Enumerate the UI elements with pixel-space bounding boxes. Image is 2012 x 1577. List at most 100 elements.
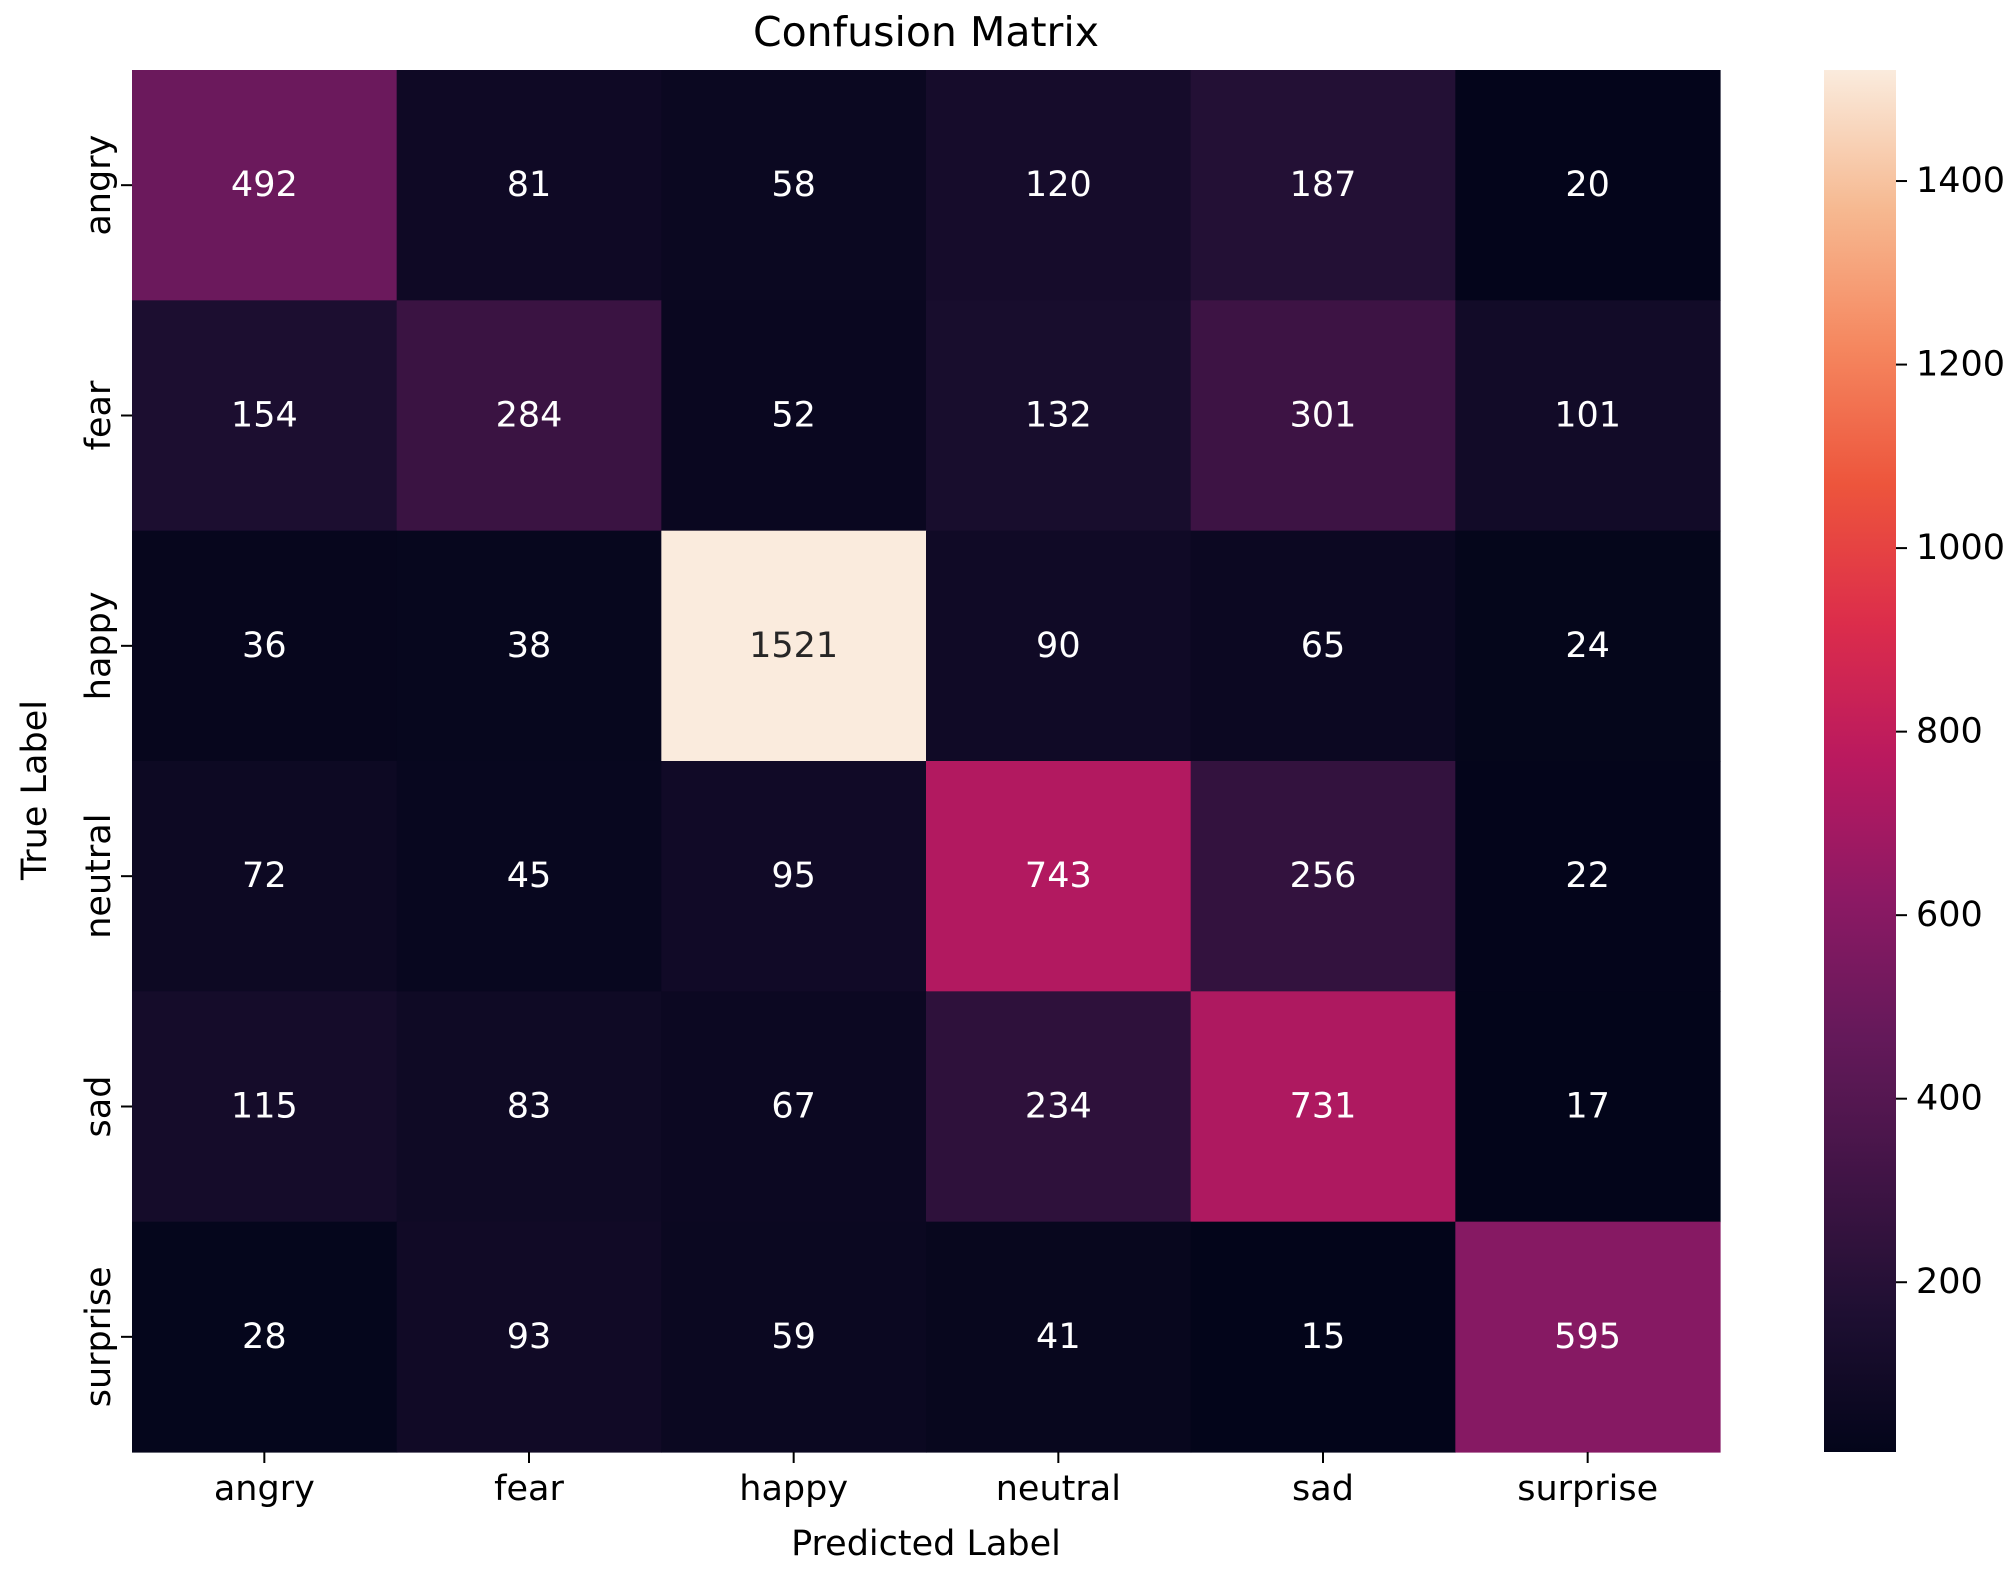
cell-value-label: 15 bbox=[1301, 1317, 1346, 1357]
colorbar-tick-label: 600 bbox=[1916, 895, 1983, 935]
cell-value-label: 301 bbox=[1290, 396, 1357, 436]
heatmap-cell bbox=[926, 1221, 1192, 1453]
heatmap-cells: 492 81 58 120 187 20 154 284 52 132 301 101 36 38 1521… bbox=[132, 70, 1721, 1453]
cell-value-label: 132 bbox=[1025, 396, 1092, 436]
heatmap-cell bbox=[926, 761, 1192, 992]
heatmap-cell bbox=[1455, 1221, 1721, 1453]
heatmap-cell bbox=[396, 70, 662, 301]
heatmap-cell bbox=[132, 530, 398, 762]
heatmap-cell bbox=[132, 70, 398, 301]
cell-value-label: 41 bbox=[1036, 1317, 1081, 1357]
y-tick-label: fear bbox=[79, 380, 119, 450]
heatmap-cell bbox=[661, 991, 927, 1223]
cell-value-label: 93 bbox=[507, 1317, 552, 1357]
heatmap-cell bbox=[1190, 1221, 1456, 1453]
colorbar-tick-label: 800 bbox=[1916, 712, 1983, 752]
cell-value-label: 28 bbox=[242, 1317, 287, 1357]
heatmap-cell bbox=[396, 1221, 662, 1453]
heatmap-cell bbox=[661, 761, 927, 992]
cell-value-label: 45 bbox=[507, 856, 552, 896]
cell-value-label: 65 bbox=[1301, 626, 1346, 666]
heatmap-cell bbox=[661, 70, 927, 301]
heatmap-cell bbox=[396, 991, 662, 1223]
heatmap-cell bbox=[396, 761, 662, 992]
heatmap-cell bbox=[1190, 300, 1456, 532]
y-axis: angry fear happy neutral sad surprise bbox=[79, 135, 132, 1407]
cell-value-label: 36 bbox=[242, 626, 287, 666]
heatmap-cell bbox=[132, 761, 398, 992]
cell-value-label: 81 bbox=[507, 165, 552, 205]
heatmap-cell bbox=[1455, 70, 1721, 301]
heatmap-cell bbox=[132, 1221, 398, 1453]
x-tick-label: angry bbox=[214, 1469, 315, 1509]
cell-value-label: 284 bbox=[496, 396, 563, 436]
cell-value-label: 24 bbox=[1565, 626, 1610, 666]
colorbar-tick-label: 200 bbox=[1916, 1262, 1983, 1302]
cell-value-label: 72 bbox=[242, 856, 287, 896]
heatmap-cell bbox=[1190, 761, 1456, 992]
x-axis: angry fear happy neutral sad surprise bbox=[214, 1452, 1658, 1509]
heatmap-cell bbox=[1190, 70, 1456, 301]
colorbar-tick-label: 400 bbox=[1916, 1079, 1983, 1119]
colorbar-tick-label: 1400 bbox=[1916, 161, 2005, 201]
heatmap-cell bbox=[132, 300, 398, 532]
colorbar-gradient bbox=[1824, 70, 1896, 1452]
heatmap-cell bbox=[661, 1221, 927, 1453]
x-tick-label: neutral bbox=[996, 1469, 1121, 1509]
heatmap-cell bbox=[926, 991, 1192, 1223]
heatmap-cell bbox=[661, 530, 927, 762]
cell-value-label: 67 bbox=[771, 1087, 816, 1127]
y-tick-label: sad bbox=[79, 1076, 119, 1138]
cell-value-label: 17 bbox=[1565, 1087, 1610, 1127]
cell-value-label: 187 bbox=[1290, 165, 1357, 205]
heatmap-cell bbox=[1455, 991, 1721, 1223]
cell-value-label: 83 bbox=[507, 1087, 552, 1127]
x-tick-label: fear bbox=[494, 1469, 564, 1509]
heatmap-cell bbox=[926, 70, 1192, 301]
cell-value-label: 115 bbox=[231, 1087, 298, 1127]
x-tick-label: surprise bbox=[1517, 1469, 1658, 1509]
cell-value-label: 22 bbox=[1565, 856, 1610, 896]
heatmap-cell bbox=[926, 530, 1192, 762]
cell-value-label: 256 bbox=[1290, 856, 1357, 896]
chart-title: Confusion Matrix bbox=[753, 8, 1099, 56]
cell-value-label: 234 bbox=[1025, 1087, 1092, 1127]
heatmap-cell bbox=[132, 991, 398, 1223]
y-tick-label: neutral bbox=[79, 814, 119, 939]
cell-value-label: 59 bbox=[771, 1317, 816, 1357]
cell-value-label: 58 bbox=[771, 165, 816, 205]
cell-value-label: 731 bbox=[1290, 1087, 1357, 1127]
cell-value-label: 38 bbox=[507, 626, 552, 666]
cell-value-label: 492 bbox=[231, 165, 298, 205]
heatmap-cell bbox=[1190, 530, 1456, 762]
y-tick-label: happy bbox=[79, 591, 119, 700]
heatmap-cell bbox=[661, 300, 927, 532]
heatmap-cell bbox=[1455, 761, 1721, 992]
y-tick-label: angry bbox=[79, 135, 119, 236]
heatmap-cell bbox=[1190, 991, 1456, 1223]
cell-value-label: 95 bbox=[771, 856, 816, 896]
cell-value-label: 52 bbox=[771, 396, 816, 436]
x-axis-label: Predicted Label bbox=[791, 1524, 1061, 1564]
x-tick-label: happy bbox=[739, 1469, 848, 1509]
colorbar-tick-label: 1200 bbox=[1916, 345, 2005, 385]
cell-value-label: 120 bbox=[1025, 165, 1092, 205]
cell-value-label: 90 bbox=[1036, 626, 1081, 666]
heatmap-cell bbox=[926, 300, 1192, 532]
y-tick-label: surprise bbox=[79, 1266, 119, 1407]
y-axis-label: True Label bbox=[15, 700, 55, 881]
cell-value-label: 101 bbox=[1554, 396, 1621, 436]
cell-value-label: 743 bbox=[1025, 856, 1092, 896]
heatmap-cell bbox=[396, 530, 662, 762]
x-tick-label: sad bbox=[1292, 1469, 1354, 1509]
cell-value-label: 595 bbox=[1554, 1317, 1621, 1357]
heatmap-cell bbox=[396, 300, 662, 532]
cell-value-label: 1521 bbox=[749, 626, 838, 666]
heatmap-cell bbox=[1455, 530, 1721, 762]
cell-value-label: 20 bbox=[1565, 165, 1610, 205]
heatmap-cell bbox=[1455, 300, 1721, 532]
cell-value-label: 154 bbox=[231, 396, 298, 436]
colorbar-tick-label: 1000 bbox=[1916, 528, 2005, 568]
colorbar: 200 400 600 800 1000 1200 1400 bbox=[1824, 70, 2005, 1452]
